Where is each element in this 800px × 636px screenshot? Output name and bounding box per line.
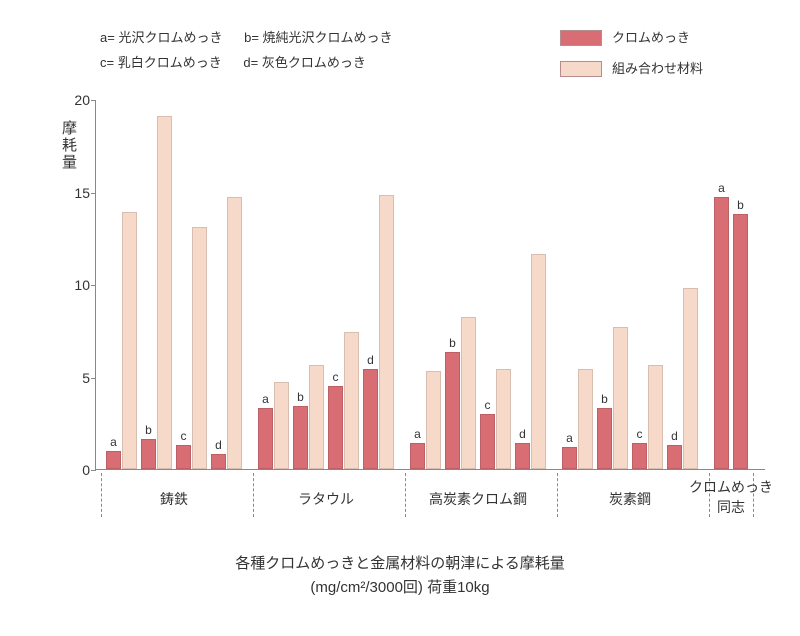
- legend-def-text: 焼純光沢クロムめっき: [263, 30, 393, 45]
- bar-code-label: d: [519, 427, 526, 441]
- bar-red: [632, 443, 647, 469]
- bar-code-label: c: [485, 398, 491, 412]
- legend-series-label: 組み合わせ材料: [612, 57, 703, 82]
- bar-code-label: b: [145, 423, 152, 437]
- group-separator: [405, 473, 406, 517]
- bar-code-label: c: [637, 427, 643, 441]
- bar-tan: [531, 254, 546, 469]
- bar-red: [141, 439, 156, 469]
- group-separator: [253, 473, 254, 517]
- legend-swatch-tan: [560, 61, 602, 77]
- bar-code-label: c: [181, 429, 187, 443]
- bar-code-label: d: [367, 353, 374, 367]
- y-tick-label: 5: [62, 370, 90, 386]
- legend: a= 光沢クロムめっき b= 焼純光沢クロムめっき c= 乳白クロムめっき d=…: [100, 26, 760, 87]
- bar-tan: [274, 382, 289, 469]
- bar-code-label: b: [737, 198, 744, 212]
- bar-tan: [122, 212, 137, 469]
- legend-series-label: クロムめっき: [612, 26, 690, 51]
- bar-red: [106, 451, 121, 470]
- bar-tan: [309, 365, 324, 469]
- bar-code-label: b: [601, 392, 608, 406]
- bar-red: [445, 352, 460, 469]
- legend-def-key: b=: [244, 30, 259, 45]
- y-axis-label: 摩耗量: [58, 120, 79, 171]
- caption: 各種クロムめっきと金属材料の朝津による摩耗量 (mg/cm²/3000回) 荷重…: [0, 552, 800, 600]
- legend-def-text: 光沢クロムめっき: [118, 30, 222, 45]
- chart-area: abcdabcdabcdabcdab 05101520鋳鉄ラタウル高炭素クロム鋼…: [95, 100, 765, 470]
- bar-red: [211, 454, 226, 469]
- legend-def-text: 灰色クロムめっき: [262, 55, 366, 70]
- group-label: 高炭素クロム鋼: [429, 489, 527, 509]
- bar-code-label: b: [297, 390, 304, 404]
- bar-red: [176, 445, 191, 469]
- group-label: ラタウル: [298, 489, 354, 509]
- bar-code-label: a: [110, 435, 117, 449]
- bar-tan: [426, 371, 441, 469]
- caption-line2: (mg/cm²/3000回) 荷重10kg: [0, 576, 800, 600]
- group-label: 炭素鋼: [609, 489, 651, 509]
- y-tick-label: 0: [62, 462, 90, 478]
- legend-def-text: 乳白クロムめっき: [118, 55, 222, 70]
- y-tick-label: 15: [62, 185, 90, 201]
- bar-code-label: d: [671, 429, 678, 443]
- bar-red: [328, 386, 343, 469]
- bar-tan: [157, 116, 172, 469]
- bar-code-label: c: [333, 370, 339, 384]
- legend-series: クロムめっき 組み合わせ材料: [560, 26, 760, 87]
- bar-code-label: a: [566, 431, 573, 445]
- legend-swatch-red: [560, 30, 602, 46]
- group-label: クロムめっき 同志: [689, 477, 773, 517]
- bar-red: [597, 408, 612, 469]
- legend-def-key: c=: [100, 55, 114, 70]
- bar-red: [733, 214, 748, 469]
- bar-tan: [683, 288, 698, 469]
- y-tick-label: 20: [62, 92, 90, 108]
- bar-tan: [648, 365, 663, 469]
- bar-code-label: b: [449, 336, 456, 350]
- bar-code-label: d: [215, 438, 222, 452]
- bar-tan: [379, 195, 394, 469]
- caption-line1: 各種クロムめっきと金属材料の朝津による摩耗量: [0, 552, 800, 576]
- bar-red: [515, 443, 530, 469]
- bar-tan: [344, 332, 359, 469]
- bar-red: [293, 406, 308, 469]
- bar-tan: [192, 227, 207, 469]
- bar-red: [714, 197, 729, 469]
- bar-tan: [613, 327, 628, 469]
- bar-tan: [227, 197, 242, 469]
- legend-definitions: a= 光沢クロムめっき b= 焼純光沢クロムめっき c= 乳白クロムめっき d=…: [100, 26, 560, 87]
- bar-code-label: a: [414, 427, 421, 441]
- bar-red: [562, 447, 577, 469]
- bar-red: [258, 408, 273, 469]
- bar-code-label: a: [718, 181, 725, 195]
- bar-red: [410, 443, 425, 469]
- bars-container: abcdabcdabcdabcdab: [96, 100, 765, 469]
- bar-code-label: a: [262, 392, 269, 406]
- bar-red: [363, 369, 378, 469]
- y-tick-label: 10: [62, 277, 90, 293]
- bar-red: [480, 414, 495, 470]
- group-separator: [101, 473, 102, 517]
- bar-tan: [496, 369, 511, 469]
- group-separator: [557, 473, 558, 517]
- group-label: 鋳鉄: [160, 489, 188, 509]
- bar-tan: [461, 317, 476, 469]
- legend-def-key: d=: [243, 55, 258, 70]
- bar-red: [667, 445, 682, 469]
- bar-tan: [578, 369, 593, 469]
- legend-def-key: a=: [100, 30, 115, 45]
